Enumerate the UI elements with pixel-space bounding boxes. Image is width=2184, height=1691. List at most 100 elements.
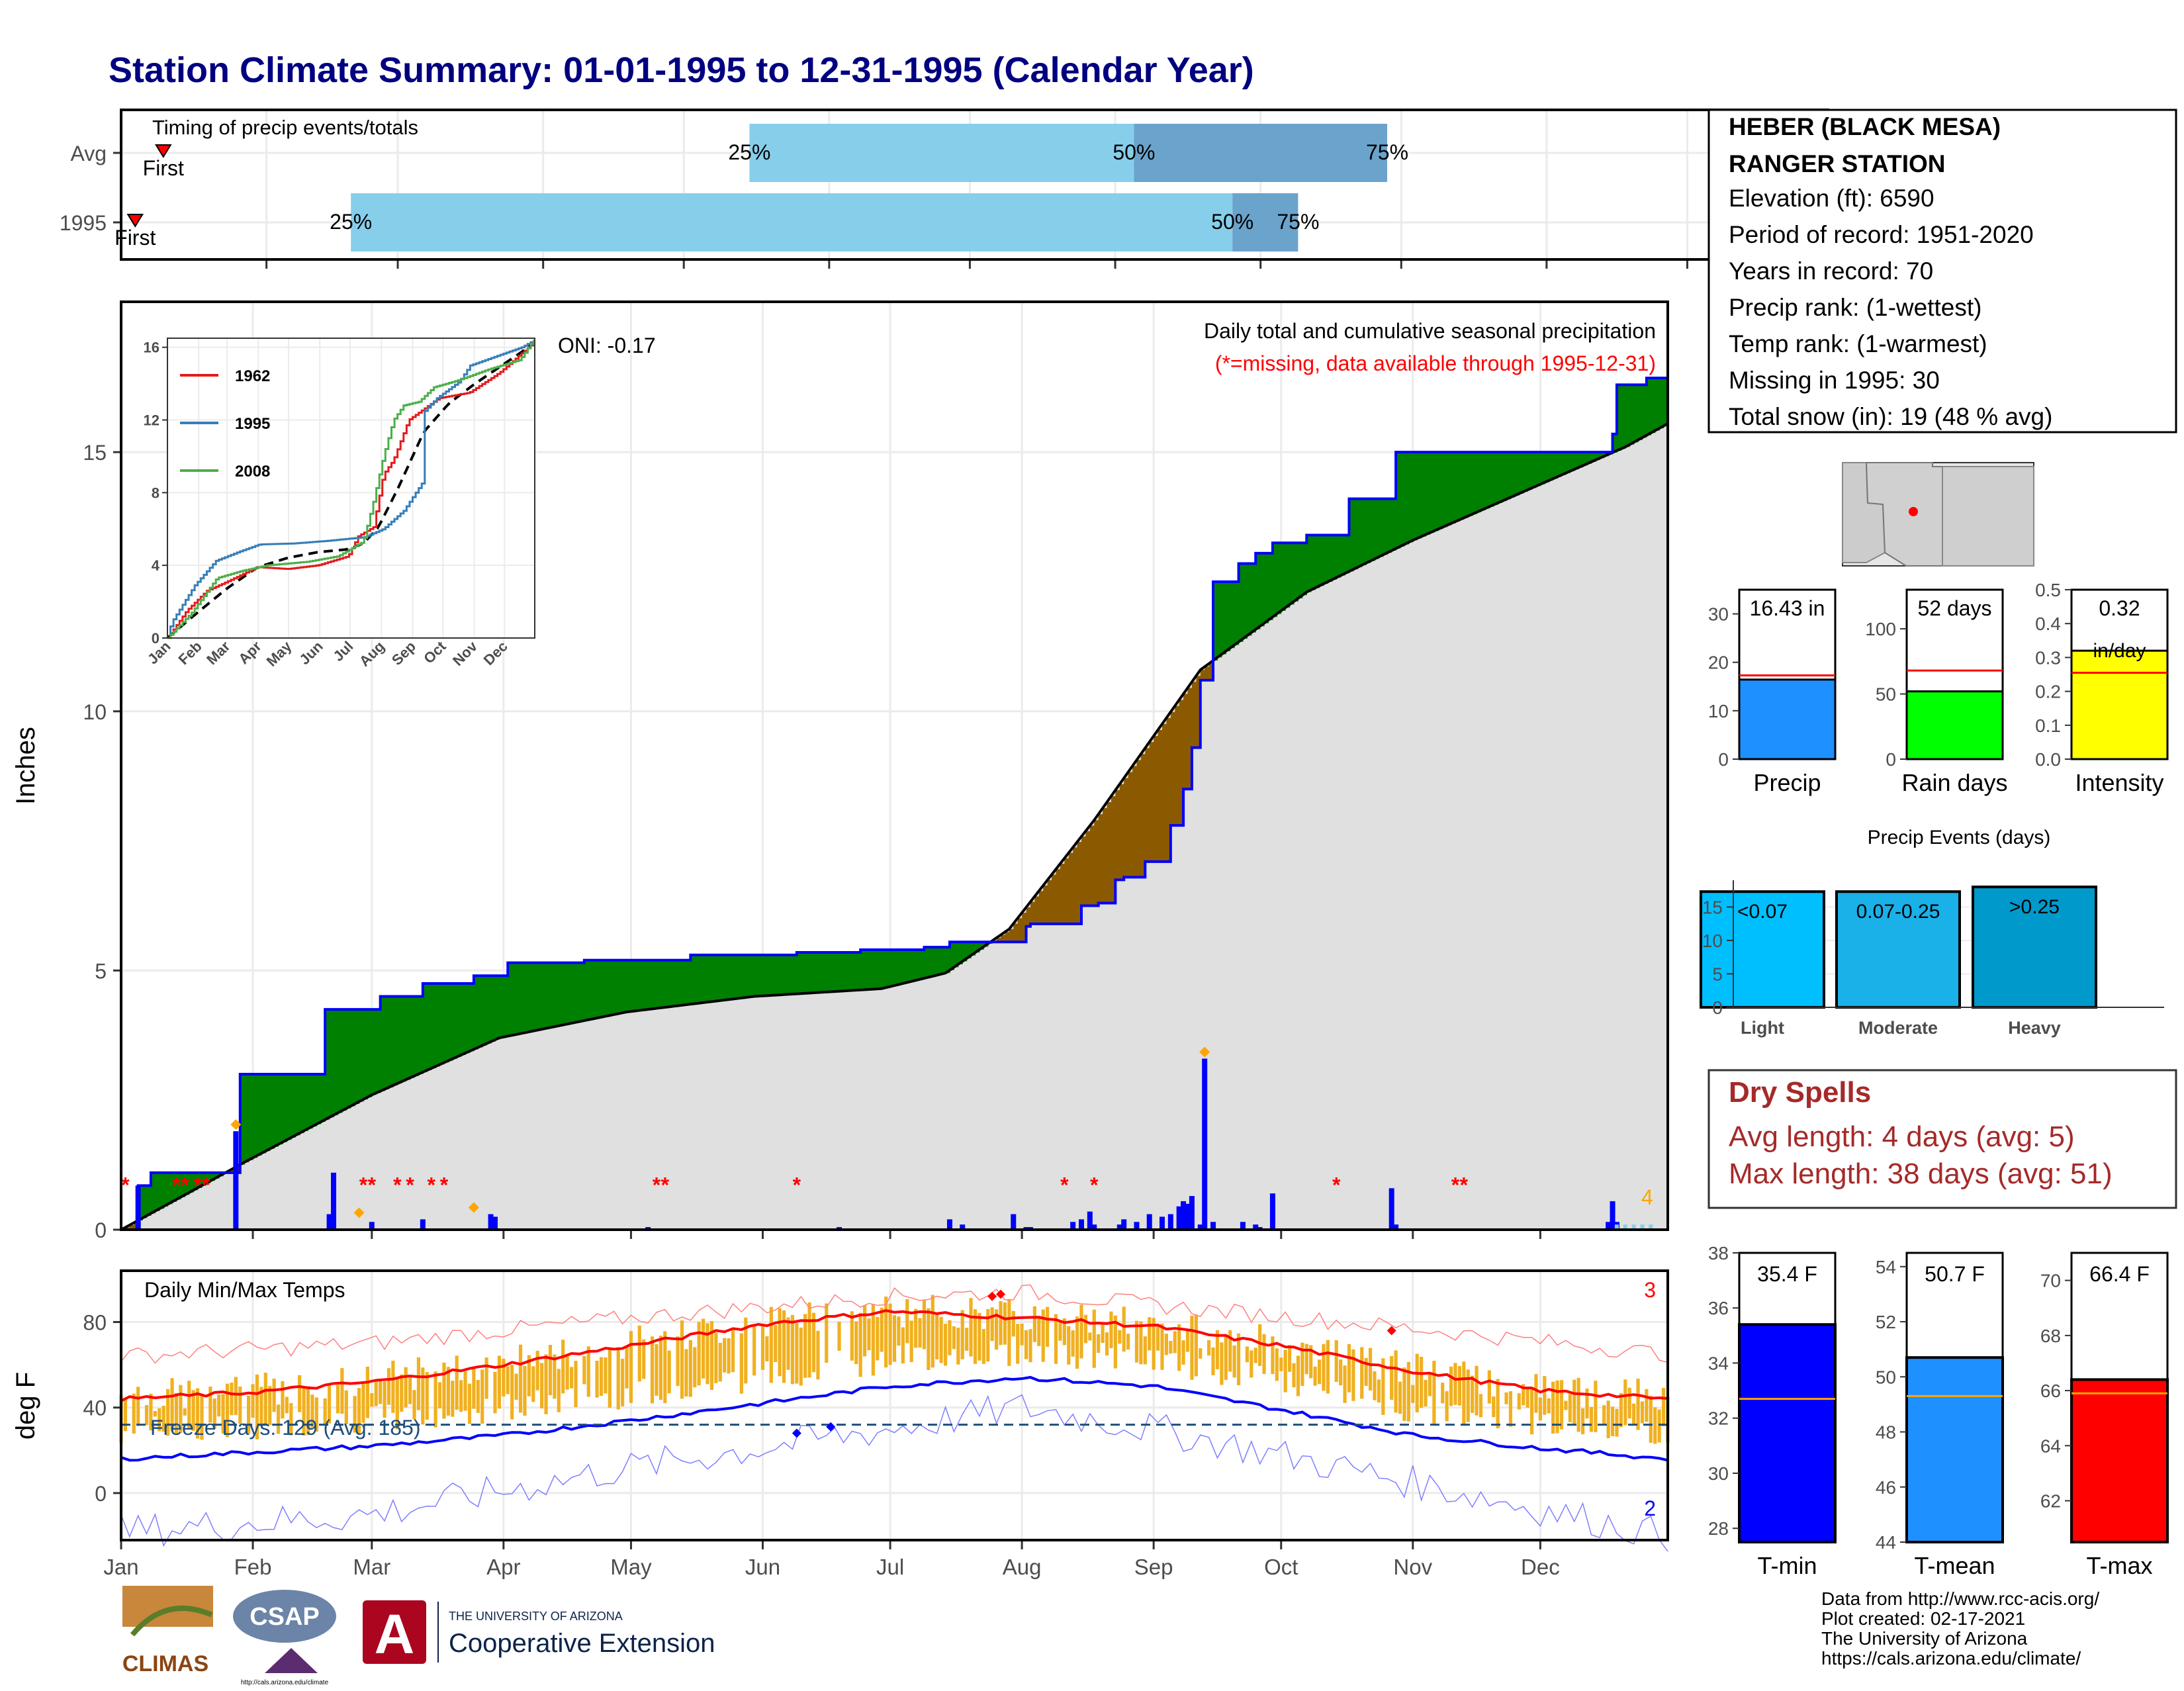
inset-y-tick-label: 4 [152,557,160,574]
above-average-fill [1255,553,1261,630]
above-average-fill [312,1074,317,1126]
footer-credits: Data from http://www.rcc-acis.org/Plot c… [1821,1588,2099,1668]
inset-border [167,338,535,639]
daily-temp-bar [990,1307,994,1342]
daily-temp-bar [718,1342,722,1382]
timing-label-75: 75% [1277,210,1319,234]
station-info-line: Elevation (ft): 6590 [1729,185,1934,212]
above-average-fill [796,952,801,994]
below-average-fill [1170,711,1175,826]
station-info-line: Period of record: 1951-2020 [1729,221,2034,248]
map-arizona [1865,462,1943,567]
above-average-fill [341,1009,347,1111]
above-average-fill [643,960,649,1010]
daily-temp-bar [1143,1336,1147,1365]
above-average-fill [954,942,959,968]
precip-event-category: Heavy [2008,1018,2061,1038]
above-average-fill [1523,452,1528,492]
above-average-fill [392,996,398,1085]
above-average-fill [1506,452,1512,500]
daily-temp-bar [1589,1406,1594,1432]
above-average-fill [852,952,857,991]
daily-temp-bar [298,1375,302,1412]
above-average-fill [380,996,385,1091]
climas-logo-text: CLIMAS [122,1651,208,1676]
record-min-line [120,1394,1668,1552]
temp-bar-y-tick-label: 32 [1708,1408,1729,1429]
daily-temp-bar [1020,1323,1024,1346]
above-average-fill [142,1185,148,1218]
above-average-fill [287,1074,292,1140]
above-average-fill [1306,535,1312,592]
above-average-fill [1642,385,1647,438]
below-average-fill [1140,754,1146,878]
daily-temp-bar [684,1349,688,1397]
above-average-fill [660,960,666,1008]
daily-temp-bar [510,1365,514,1420]
above-average-fill [903,950,908,983]
daily-temp-bar [978,1312,981,1361]
daily-temp-bar [1632,1403,1636,1424]
daily-temp-bar [557,1369,561,1412]
above-average-fill [320,1074,326,1122]
above-average-fill [457,983,462,1057]
daily-temp-bar [680,1320,684,1399]
temp-bar-y-tick-label: 52 [1876,1312,1896,1332]
above-average-fill [1591,452,1596,462]
above-average-fill [1561,452,1567,475]
above-average-fill [575,962,580,1023]
daily-precip-bar [1146,1214,1152,1230]
trace-precip-bar [1631,1224,1636,1230]
daily-temp-bar [374,1379,378,1406]
above-average-fill [1659,378,1664,429]
daily-temp-bar [1424,1379,1428,1407]
daily-precip-bar [1091,1224,1097,1230]
above-average-fill [592,960,598,1019]
daily-temp-bar [918,1318,922,1348]
daily-temp-bar [527,1355,531,1396]
daily-temp-bar [179,1385,183,1434]
daily-temp-bar [1492,1396,1496,1418]
daily-temp-bar [302,1386,306,1436]
above-average-fill [673,960,678,1007]
temp-bar-t-max [2070,1378,2169,1543]
daily-temp-bar [1420,1357,1424,1408]
temp-bar-value: 50.7 F [1925,1262,1985,1286]
daily-temp-bar [922,1299,927,1349]
daily-temp-bar [960,1310,964,1359]
above-average-fill [406,996,411,1080]
temp-bar-name: T-mean [1914,1552,1995,1579]
daily-temp-bar [1177,1324,1181,1371]
above-average-fill [1323,535,1328,584]
above-average-fill [1417,452,1422,539]
oni-label: ONI: -0.17 [558,334,656,357]
daily-temp-bar [714,1332,718,1383]
above-average-fill [1629,385,1635,445]
trace-precip-bar [1623,1224,1627,1230]
above-average-fill [1268,553,1273,620]
daily-precip-bar [1253,1224,1259,1230]
record-low-marker-icon [792,1428,801,1438]
above-average-fill [711,954,717,1002]
temp-bar-y-tick-label: 62 [2040,1491,2061,1512]
above-average-fill [520,962,525,1034]
daily-temp-bar [1271,1336,1275,1375]
below-average-fill [1154,736,1159,862]
above-average-fill [1285,543,1291,608]
below-average-fill [1022,913,1027,942]
daily-temp-bar [523,1365,527,1416]
daily-temp-bar [1568,1394,1572,1422]
above-average-fill [1379,498,1384,557]
daily-temp-bar [931,1295,934,1368]
above-average-fill [664,960,670,1007]
daily-temp-bar [1181,1340,1185,1365]
below-average-fill [1026,907,1031,927]
above-average-fill [847,952,852,991]
average-cumulative-line [120,422,1668,1231]
missing-data-marker: * [406,1173,414,1197]
above-average-fill [1447,452,1452,526]
daily-temp-bar [765,1336,769,1361]
above-average-fill [541,962,547,1030]
daily-temp-bar [1428,1374,1432,1396]
temperature-panel: 0 40 80 Jan Feb Mar Apr May Jun Jul Aug Sep Oct Nov De… [11,1269,1670,1579]
